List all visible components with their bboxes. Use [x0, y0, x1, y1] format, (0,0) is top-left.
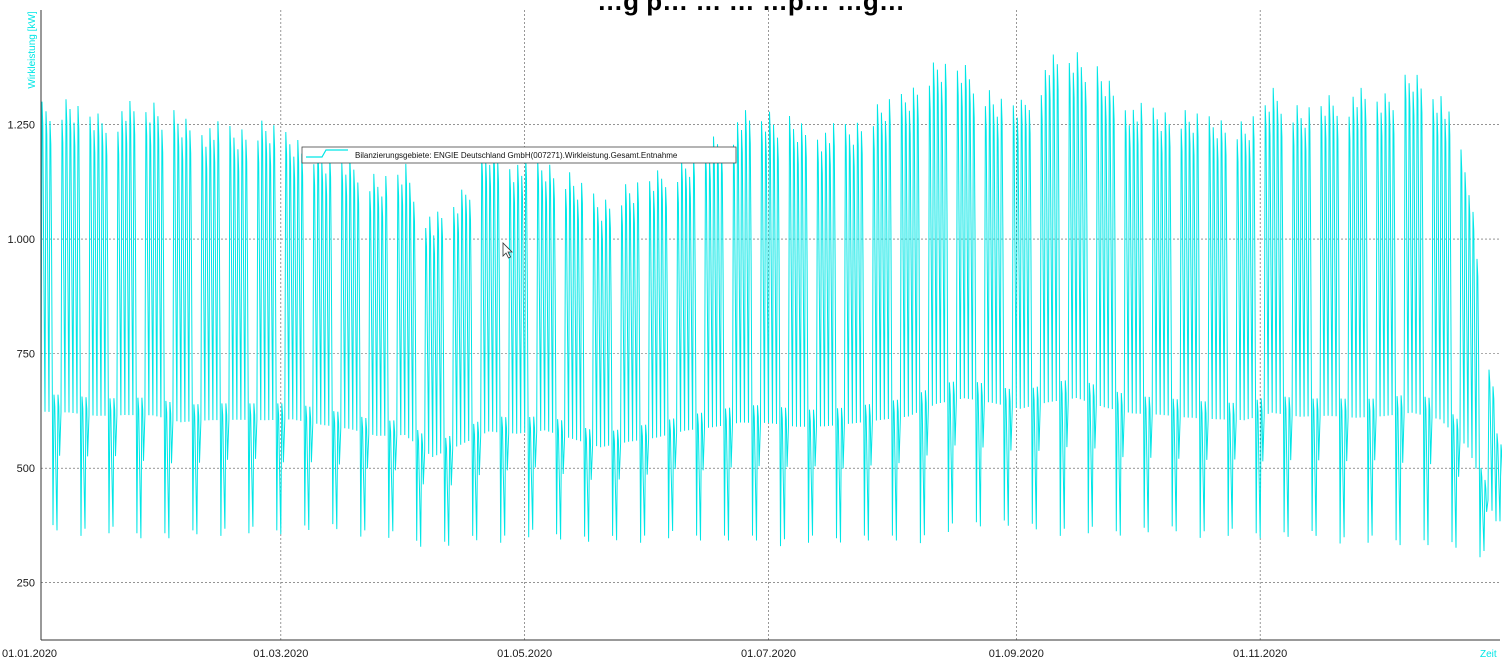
y-tick-label: 500 [17, 463, 35, 475]
y-tick-labels: 250 500 750 1.000 1.250 [7, 120, 35, 590]
x-tick-label: 01.03.2020 [253, 648, 308, 660]
legend-series-label: Bilanzierungsgebiete: ENGIE Deutschland … [355, 151, 678, 160]
x-tick-label: 01.11.2020 [1233, 648, 1287, 660]
legend-box [301, 146, 737, 164]
x-tick-label: 01.05.2020 [497, 648, 552, 660]
legend-line-sample [306, 149, 348, 158]
legend: Bilanzierungsgebiete: ENGIE Deutschland … [301, 146, 737, 164]
y-axis-label: Wirkleistung [kW] [27, 11, 38, 88]
y-tick-label: 750 [17, 349, 35, 361]
mouse-cursor [502, 242, 513, 259]
series-line [40, 52, 1502, 558]
x-axis-label: Zeit [1480, 649, 1497, 660]
x-tick-label: 01.09.2020 [989, 648, 1044, 660]
x-tick-labels: 01.01.2020 01.03.2020 01.05.2020 01.07.2020… [2, 648, 1287, 660]
y-tick-label: 1.000 [7, 234, 35, 246]
x-tick-label: 01.01.2020 [2, 648, 57, 660]
y-tick-label: 1.250 [7, 120, 35, 132]
plot-area [40, 52, 1502, 558]
x-tick-label: 01.07.2020 [741, 648, 796, 660]
chart-title: …g p… … … …p… …g… [597, 0, 905, 16]
grid [41, 10, 1500, 640]
y-tick-label: 250 [17, 578, 35, 590]
